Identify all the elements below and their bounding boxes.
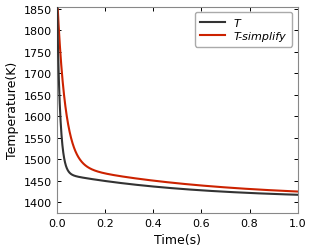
- T-simplify: [265, 189, 269, 192]
- T-simplify: [296, 190, 300, 193]
- T: [83, 177, 86, 180]
- T-simplify: [148, 179, 151, 182]
- T: [291, 193, 295, 196]
- T-simplify: [83, 164, 86, 167]
- Line: T: T: [57, 5, 298, 195]
- T: [265, 193, 269, 196]
- X-axis label: Time(s): Time(s): [154, 234, 201, 246]
- Legend: T, T-simplify: T, T-simplify: [195, 13, 292, 47]
- T: [296, 194, 300, 197]
- T: [55, 4, 59, 7]
- Y-axis label: Temperature(K): Temperature(K): [6, 62, 18, 159]
- T-simplify: [291, 190, 295, 193]
- T-simplify: [158, 180, 162, 183]
- T: [148, 185, 151, 188]
- T: [158, 186, 162, 189]
- T-simplify: [97, 171, 101, 174]
- T: [97, 179, 101, 182]
- Line: T-simplify: T-simplify: [57, 0, 298, 192]
